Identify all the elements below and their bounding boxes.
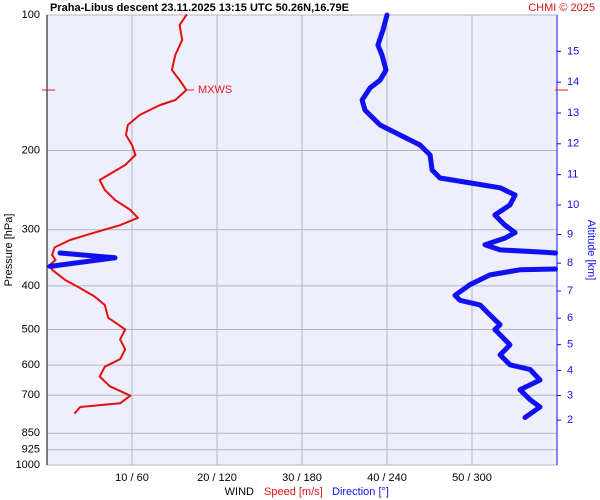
x-tick-label: 10 / 60 (115, 472, 149, 484)
y-tick-label: 925 (22, 444, 40, 456)
y2-tick-label: 11 (567, 169, 578, 181)
y-tick-label: 600 (22, 359, 40, 371)
series-line (49, 14, 188, 414)
y2-tick-label: 9 (567, 228, 573, 240)
y-tick-label: 300 (22, 224, 40, 236)
legend-direction: Direction [°] (332, 486, 389, 498)
chart-title: Praha-Libus descent 23.11.2025 13:15 UTC… (50, 2, 349, 14)
x-axis-label: WIND (225, 486, 254, 498)
y2-tick-label: 12 (567, 138, 579, 150)
y-tick-label: 1000 (16, 459, 40, 471)
y2-tick-label: 7 (567, 285, 573, 297)
y2-tick-label: 15 (567, 45, 579, 57)
y2-tick-label: 6 (567, 312, 573, 324)
y2-tick-label: 14 (567, 76, 579, 88)
series-line (47, 12, 559, 420)
y-axis-label: Pressure [hPa] (3, 214, 15, 287)
y2-tick-label: 8 (567, 257, 573, 269)
credit: CHMI © 2025 (528, 2, 595, 14)
y-tick-label: 850 (22, 427, 40, 439)
y-tick-label: 400 (22, 280, 40, 292)
x-tick-label: 40 / 240 (367, 472, 407, 484)
y2-tick-label: 13 (567, 107, 579, 119)
y-tick-label: 200 (22, 144, 40, 156)
y-tick-label: 500 (22, 323, 40, 335)
y2-tick-label: 10 (567, 199, 579, 211)
y-tick-label: 100 (22, 9, 40, 21)
y2-tick-label: 5 (567, 339, 573, 351)
x-tick-label: 20 / 120 (197, 472, 237, 484)
y2-tick-label: 4 (567, 364, 573, 376)
y2-axis-label: Altitude [km] (585, 220, 597, 281)
legend-speed: Speed [m/s] (264, 486, 323, 498)
x-tick-label: 50 / 300 (452, 472, 492, 484)
y2-tick-label: 2 (567, 414, 573, 426)
x-tick-label: 30 / 180 (282, 472, 322, 484)
y2-tick-label: 3 (567, 390, 573, 402)
annotation-text: MXWS (198, 84, 232, 96)
y-tick-label: 700 (22, 389, 40, 401)
